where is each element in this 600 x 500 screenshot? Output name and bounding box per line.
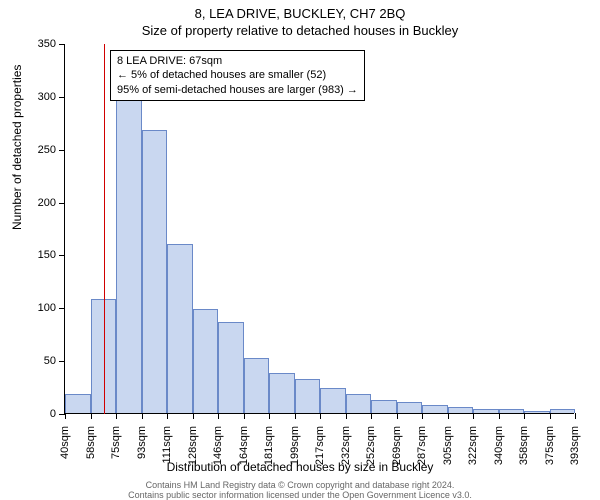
plot-region: 05010015020025030035040sqm58sqm75sqm93sq…: [64, 44, 574, 414]
x-tick: [218, 413, 219, 419]
y-tick: [59, 361, 65, 362]
histogram-bar: [371, 400, 397, 413]
histogram-bar: [550, 409, 576, 413]
page-title: 8, LEA DRIVE, BUCKLEY, CH7 2BQ: [0, 0, 600, 21]
y-tick: [59, 44, 65, 45]
x-tick: [524, 413, 525, 419]
histogram-bar: [422, 405, 448, 413]
histogram-bar: [116, 98, 142, 413]
histogram-bar: [218, 322, 244, 413]
x-tick: [167, 413, 168, 419]
annotation-line-3: 95% of semi-detached houses are larger (…: [117, 83, 358, 97]
marker-line: [104, 44, 105, 414]
x-tick: [473, 413, 474, 419]
annotation-line-2: ← 5% of detached houses are smaller (52): [117, 68, 358, 82]
chart-area: 05010015020025030035040sqm58sqm75sqm93sq…: [64, 44, 574, 414]
x-tick: [244, 413, 245, 419]
x-tick: [295, 413, 296, 419]
histogram-bar: [473, 409, 499, 413]
annotation-line-1: 8 LEA DRIVE: 67sqm: [117, 54, 358, 68]
histogram-bar: [142, 130, 168, 413]
y-tick-label: 0: [16, 408, 56, 420]
histogram-bar: [346, 394, 372, 413]
x-tick: [550, 413, 551, 419]
footer-copyright-1: Contains HM Land Registry data © Crown c…: [0, 480, 600, 490]
histogram-bar: [499, 409, 525, 413]
x-tick: [193, 413, 194, 419]
x-tick: [448, 413, 449, 419]
x-tick: [397, 413, 398, 419]
x-tick: [91, 413, 92, 419]
y-tick-label: 50: [16, 355, 56, 367]
footer-copyright-2: Contains public sector information licen…: [0, 490, 600, 500]
chart-container: 8, LEA DRIVE, BUCKLEY, CH7 2BQ Size of p…: [0, 0, 600, 500]
y-tick: [59, 97, 65, 98]
y-tick-label: 250: [16, 144, 56, 156]
histogram-bar: [269, 373, 295, 413]
histogram-bar: [320, 388, 346, 413]
y-tick-label: 100: [16, 302, 56, 314]
x-tick: [346, 413, 347, 419]
histogram-bar: [193, 309, 219, 413]
y-tick: [59, 150, 65, 151]
x-tick: [116, 413, 117, 419]
x-tick: [142, 413, 143, 419]
y-tick-label: 150: [16, 249, 56, 261]
histogram-bar: [448, 407, 474, 413]
annotation-box: 8 LEA DRIVE: 67sqm← 5% of detached house…: [110, 50, 365, 101]
y-tick: [59, 255, 65, 256]
x-axis-title: Distribution of detached houses by size …: [0, 460, 600, 474]
histogram-bar: [524, 411, 550, 413]
x-tick: [320, 413, 321, 419]
x-tick: [269, 413, 270, 419]
y-tick: [59, 308, 65, 309]
chart-subtitle: Size of property relative to detached ho…: [0, 21, 600, 38]
histogram-bar: [167, 244, 193, 413]
x-tick: [65, 413, 66, 419]
x-tick: [371, 413, 372, 419]
x-tick: [575, 413, 576, 419]
histogram-bar: [65, 394, 91, 413]
y-tick-label: 300: [16, 91, 56, 103]
y-tick: [59, 203, 65, 204]
y-tick-label: 350: [16, 38, 56, 50]
x-tick: [499, 413, 500, 419]
x-tick: [422, 413, 423, 419]
histogram-bar: [244, 358, 270, 413]
histogram-bar: [397, 402, 423, 413]
histogram-bar: [295, 379, 321, 413]
y-tick-label: 200: [16, 197, 56, 209]
